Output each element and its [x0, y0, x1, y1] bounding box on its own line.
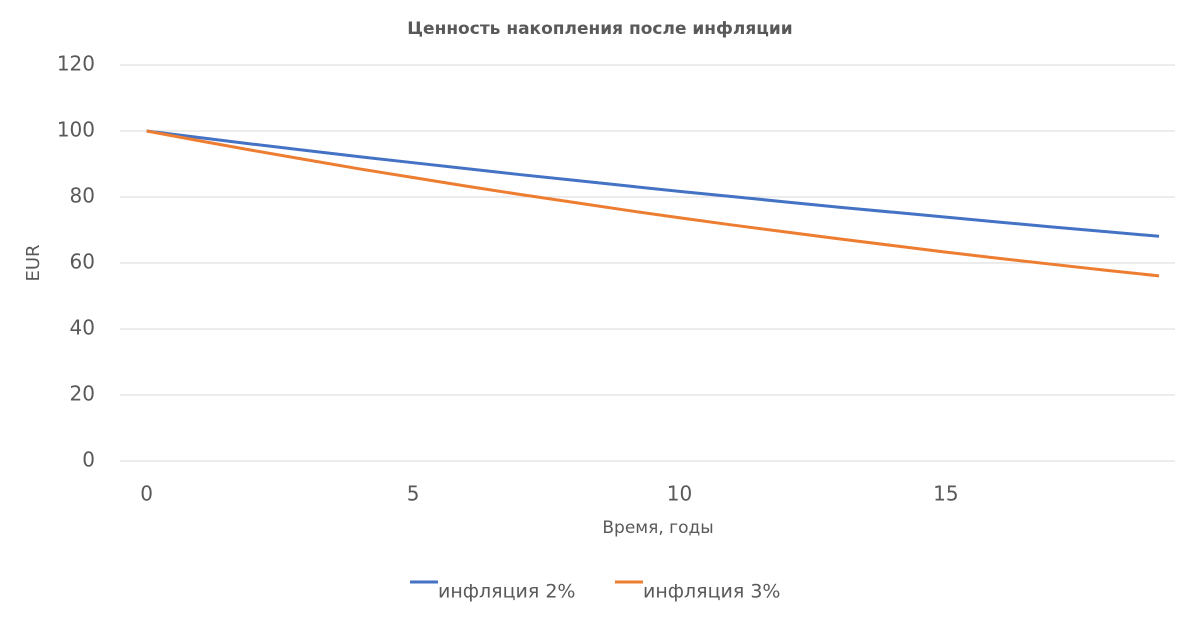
data-line: [146, 129, 1160, 238]
x-tick-label: 10: [667, 482, 692, 506]
y-tick-label: 0: [82, 448, 95, 472]
y-tick-label: 80: [70, 184, 95, 208]
y-tick-label: 100: [57, 118, 95, 142]
legend-label: инфляция 2%: [438, 581, 575, 603]
y-tick-label: 60: [70, 250, 95, 274]
y-tick-label: 120: [57, 52, 95, 76]
y-tick-label: 20: [70, 382, 95, 406]
y-axis-label: EUR: [23, 244, 44, 281]
x-tick-label: 0: [140, 482, 153, 506]
x-axis-label: Время, годы: [602, 518, 713, 538]
x-tick-label: 15: [933, 482, 958, 506]
data-line: [146, 129, 1160, 278]
y-tick-label: 40: [70, 316, 95, 340]
legend-label: инфляция 3%: [643, 581, 780, 603]
chart-title: Ценность накопления после инфляции: [407, 19, 792, 39]
x-tick-label: 5: [407, 482, 420, 506]
